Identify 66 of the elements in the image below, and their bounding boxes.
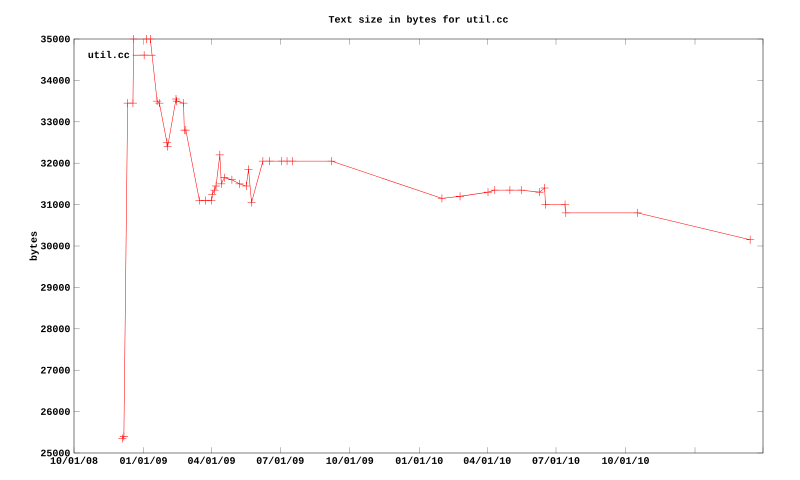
point — [210, 186, 219, 194]
point — [123, 98, 132, 108]
point — [540, 184, 549, 192]
y-tick-label: 30000 — [40, 242, 70, 250]
point — [129, 34, 138, 44]
x-tick-label: 10/01/10 — [602, 456, 649, 464]
point — [247, 198, 256, 207]
y-tick-label: 28000 — [41, 325, 70, 332]
point — [195, 196, 204, 205]
point — [438, 194, 446, 203]
legend-label: util.cc — [88, 50, 130, 58]
point — [208, 190, 217, 199]
y-tick-label: 33000 — [40, 118, 70, 126]
x-tick-label: 01/01/10 — [396, 456, 443, 464]
point — [456, 192, 464, 201]
x-tick-label: 04/01/10 — [464, 456, 511, 464]
point — [128, 98, 138, 108]
point — [288, 156, 297, 166]
point — [535, 188, 544, 196]
point — [235, 180, 244, 188]
point — [327, 156, 336, 166]
y-tick-label: 32000 — [40, 160, 70, 167]
x-tick-label: 10/01/09 — [326, 456, 374, 464]
y-axis-title: bytes — [29, 232, 39, 260]
y-tick-label: 34000 — [40, 77, 70, 84]
point — [484, 188, 492, 196]
point — [541, 200, 550, 209]
y-tick-label: 26000 — [41, 408, 70, 415]
x-tick-label: 01/01/09 — [120, 456, 167, 464]
point — [163, 142, 172, 151]
point — [490, 186, 500, 194]
point — [282, 156, 292, 166]
point — [146, 34, 155, 44]
point — [152, 96, 162, 106]
point — [228, 175, 236, 184]
point — [244, 165, 253, 174]
point — [746, 236, 754, 244]
point — [212, 182, 220, 190]
x-tick-label: 10/01/08 — [50, 456, 98, 464]
point — [560, 200, 570, 209]
y-tick-label: 29000 — [41, 284, 70, 291]
x-tick-label: 07/01/09 — [256, 456, 304, 464]
x-tick-label: 07/01/10 — [532, 456, 580, 464]
point — [172, 96, 182, 106]
point — [562, 208, 570, 218]
y-tick-label: 31000 — [40, 201, 70, 208]
point — [258, 156, 268, 166]
x-tick-label: 04/01/09 — [188, 456, 235, 464]
y-tick-label: 25000 — [41, 450, 70, 456]
point — [162, 138, 172, 147]
point — [633, 208, 642, 218]
point — [179, 98, 188, 108]
chart-title: Text size in bytes for util.cc — [328, 15, 508, 25]
point — [217, 180, 226, 188]
point — [155, 98, 164, 108]
y-tick-label: 35000 — [40, 36, 70, 42]
point — [506, 186, 514, 194]
point — [242, 182, 251, 190]
point — [216, 150, 224, 160]
y-tick-label: 27000 — [41, 366, 70, 374]
point — [516, 186, 526, 194]
point — [172, 94, 180, 104]
point — [265, 156, 274, 166]
point — [201, 196, 210, 205]
point — [207, 196, 216, 205]
point — [220, 173, 229, 182]
